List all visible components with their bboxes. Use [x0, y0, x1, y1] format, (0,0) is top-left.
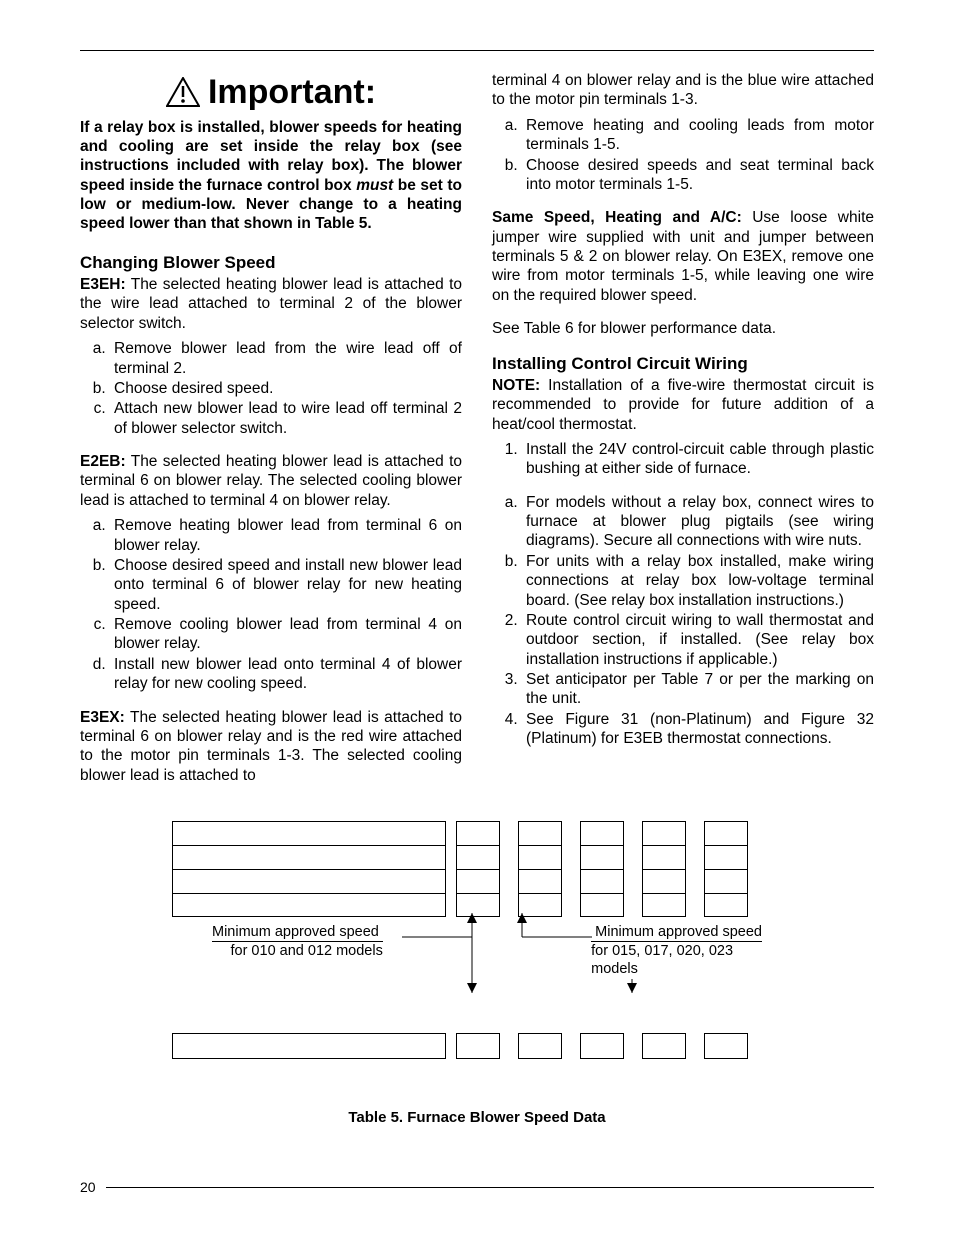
page-number: 20 — [80, 1179, 106, 1195]
heading-installing-wiring: Installing Control Circuit Wiring — [492, 353, 874, 374]
same-speed-para: Same Speed, Heating and A/C: Use loose w… — [492, 208, 874, 305]
e3ex-text-1: The selected heating blower lead is atta… — [80, 709, 462, 784]
list-item: Set anticipator per Table 7 or per the m… — [522, 670, 874, 709]
same-speed-label: Same Speed, Heating and A/C: — [492, 209, 742, 226]
list-item: See Figure 31 (non-Platinum) and Figure … — [522, 710, 874, 749]
e3eh-intro: E3EH: The selected heating blower lead i… — [80, 275, 462, 333]
footer-rule — [106, 1187, 874, 1188]
list-item: For units with a relay box installed, ma… — [522, 552, 874, 610]
e2eb-steps: Remove heating blower lead from terminal… — [80, 516, 462, 693]
e2eb-intro: E2EB: The selected heating blower lead i… — [80, 452, 462, 510]
wiring-steps-cont: Route control circuit wiring to wall the… — [492, 611, 874, 749]
list-item: Choose desired speed. — [110, 379, 462, 398]
arrow-area: Minimum approved speed for 010 and 012 m… — [172, 923, 782, 1033]
wiring-note: NOTE: Installation of a five-wire thermo… — [492, 376, 874, 434]
page-footer: 20 — [80, 1179, 874, 1195]
left-column: Important: If a relay box is installed, … — [80, 71, 462, 791]
right-column: terminal 4 on blower relay and is the bl… — [492, 71, 874, 791]
e3ex-steps: Remove heating and cooling leads from mo… — [492, 116, 874, 195]
top-rule — [80, 50, 874, 51]
table-row — [172, 821, 782, 845]
list-item: Remove heating and cooling leads from mo… — [522, 116, 874, 155]
heading-changing-blower-speed: Changing Blower Speed — [80, 252, 462, 273]
table-5-diagram: Minimum approved speed for 010 and 012 m… — [172, 821, 782, 1059]
note-label: NOTE: — [492, 377, 540, 394]
list-item: Remove heating blower lead from terminal… — [110, 516, 462, 555]
table-row — [172, 869, 782, 893]
e3eh-label: E3EH: — [80, 276, 126, 293]
wiring-steps: Install the 24V control-circuit cable th… — [492, 440, 874, 479]
diagram-arrows — [172, 923, 782, 1033]
important-text-em: must — [356, 177, 393, 194]
table-5-caption: Table 5. Furnace Blower Speed Data — [80, 1109, 874, 1126]
list-item: For models without a relay box, connect … — [522, 493, 874, 551]
e3eh-steps: Remove blower lead from the wire lead of… — [80, 339, 462, 438]
wiring-substeps: For models without a relay box, connect … — [492, 493, 874, 610]
e2eb-text: The selected heating blower lead is atta… — [80, 453, 462, 509]
content-columns: Important: If a relay box is installed, … — [80, 71, 874, 791]
e3ex-intro-part1: E3EX: The selected heating blower lead i… — [80, 708, 462, 786]
list-item: Install the 24V control-circuit cable th… — [522, 440, 874, 479]
list-item: Remove cooling blower lead from terminal… — [110, 615, 462, 654]
e3ex-label: E3EX: — [80, 709, 125, 726]
e3eh-text: The selected heating blower lead is atta… — [80, 276, 462, 332]
list-item: Install new blower lead onto terminal 4 … — [110, 655, 462, 694]
note-text: Installation of a five-wire thermostat c… — [492, 377, 874, 433]
table-row-bottom — [172, 1033, 782, 1059]
e3ex-intro-part2: terminal 4 on blower relay and is the bl… — [492, 71, 874, 110]
important-body: If a relay box is installed, blower spee… — [80, 118, 462, 234]
page: Important: If a relay box is installed, … — [0, 0, 954, 1235]
list-item: Choose desired speed and install new blo… — [110, 556, 462, 614]
list-item: Remove blower lead from the wire lead of… — [110, 339, 462, 378]
warning-triangle-icon — [166, 77, 200, 107]
important-title: Important: — [208, 71, 376, 114]
table-row — [172, 845, 782, 869]
e2eb-label: E2EB: — [80, 453, 126, 470]
table-row — [172, 893, 782, 917]
important-heading: Important: — [80, 71, 462, 114]
list-item: Choose desired speeds and seat terminal … — [522, 156, 874, 195]
see-table-6: See Table 6 for blower performance data. — [492, 319, 874, 338]
list-item: Route control circuit wiring to wall the… — [522, 611, 874, 669]
list-item: Attach new blower lead to wire lead off … — [110, 399, 462, 438]
